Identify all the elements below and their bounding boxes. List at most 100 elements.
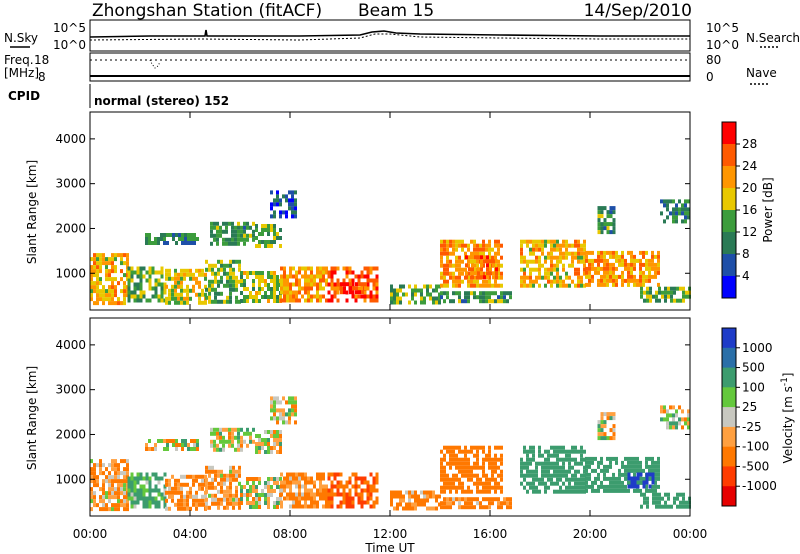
- velocity-cell: [234, 435, 237, 440]
- power-cell: [600, 230, 604, 235]
- velocity-cell: [597, 484, 600, 489]
- velocity-cell: [636, 460, 639, 465]
- velocity-cell: [307, 492, 310, 497]
- velocity-cell: [559, 473, 562, 478]
- velocity-cell: [229, 465, 232, 470]
- power-cell: [283, 274, 286, 279]
- velocity-cell: [482, 505, 485, 510]
- power-cell: [96, 277, 99, 282]
- power-cell: [123, 293, 126, 298]
- velocity-cell: [585, 488, 588, 493]
- velocity-cell: [520, 461, 523, 466]
- velocity-cell: [282, 412, 285, 417]
- velocity-cell: [219, 439, 222, 444]
- velocity-cell: [399, 490, 402, 495]
- power-cell: [255, 236, 258, 240]
- power-cell: [606, 278, 609, 283]
- velocity-cell: [177, 486, 180, 491]
- power-cell: [273, 228, 276, 232]
- velocity-cell: [458, 497, 461, 502]
- velocity-cell: [591, 468, 594, 473]
- power-cell: [559, 259, 562, 264]
- power-cell: [461, 239, 464, 244]
- velocity-cell: [464, 497, 467, 502]
- velocity-cell: [500, 489, 503, 494]
- velocity-cell: [336, 484, 340, 489]
- power-cell: [295, 274, 298, 279]
- power-cell: [491, 283, 494, 288]
- power-cell: [666, 207, 669, 212]
- velocity-cell: [105, 503, 108, 508]
- velocity-cell: [294, 420, 297, 425]
- power-cell: [488, 295, 491, 300]
- velocity-cell: [679, 492, 682, 497]
- velocity-cell: [183, 506, 186, 511]
- velocity-cell: [298, 476, 301, 481]
- power-cell: [270, 287, 273, 291]
- power-cell: [603, 250, 606, 255]
- power-cell: [565, 243, 568, 248]
- power-cell: [208, 295, 211, 300]
- power-cell: [465, 275, 468, 280]
- velocity-cell: [660, 409, 663, 414]
- velocity-cell: [126, 471, 129, 476]
- velocity-cell: [597, 424, 601, 429]
- velocity-cell: [544, 461, 547, 466]
- velocity-cell: [211, 493, 214, 498]
- velocity-cell: [177, 490, 180, 495]
- velocity-cell: [111, 507, 114, 512]
- velocity-cell: [282, 420, 285, 425]
- power-cell: [432, 296, 435, 301]
- power-cell: [423, 296, 426, 301]
- power-cell: [488, 299, 491, 304]
- power-cell: [446, 267, 449, 272]
- power-cell: [187, 241, 190, 245]
- power-cell: [491, 299, 494, 304]
- velocity-cell: [123, 475, 126, 480]
- power-cell: [571, 259, 574, 264]
- power-cell: [482, 271, 485, 276]
- velocity-cell: [90, 475, 93, 480]
- power-cell: [464, 295, 467, 300]
- power-cell: [482, 295, 485, 300]
- velocity-cell: [280, 480, 283, 485]
- velocity-cell: [270, 434, 273, 438]
- power-cell: [229, 287, 232, 292]
- velocity-cell: [461, 469, 464, 474]
- power-cell: [535, 255, 538, 260]
- velocity-cell: [145, 500, 149, 505]
- velocity-cell: [333, 492, 337, 497]
- velocity-cell: [289, 476, 292, 481]
- velocity-cell: [494, 497, 497, 502]
- power-cell: [600, 226, 604, 231]
- power-cell: [597, 282, 600, 287]
- power-cell: [127, 266, 131, 271]
- velocity-cell: [583, 457, 586, 462]
- power-cell: [255, 291, 258, 295]
- power-cell: [467, 283, 470, 288]
- power-cell: [482, 243, 485, 248]
- power-cell: [165, 268, 168, 273]
- power-cell: [477, 271, 480, 276]
- velocity-cell: [298, 492, 301, 497]
- power-cell: [643, 298, 646, 303]
- power-cell: [672, 207, 675, 212]
- velocity-cell: [612, 480, 615, 485]
- power-cell: [480, 271, 483, 276]
- velocity-cell: [615, 456, 618, 461]
- power-cell: [550, 283, 553, 288]
- power-cell: [529, 251, 532, 256]
- velocity-cell: [491, 461, 494, 466]
- velocity-cell: [375, 488, 379, 493]
- velocity-cell: [102, 503, 105, 508]
- power-cell: [171, 296, 174, 301]
- velocity-cell: [609, 476, 612, 481]
- power-cell: [639, 266, 642, 271]
- velocity-cell: [123, 491, 126, 496]
- power-cell: [556, 255, 559, 260]
- velocity-cell: [538, 461, 541, 466]
- power-cell: [301, 274, 304, 279]
- power-cell: [485, 291, 488, 296]
- power-cell: [651, 250, 654, 255]
- power-cell: [336, 298, 340, 303]
